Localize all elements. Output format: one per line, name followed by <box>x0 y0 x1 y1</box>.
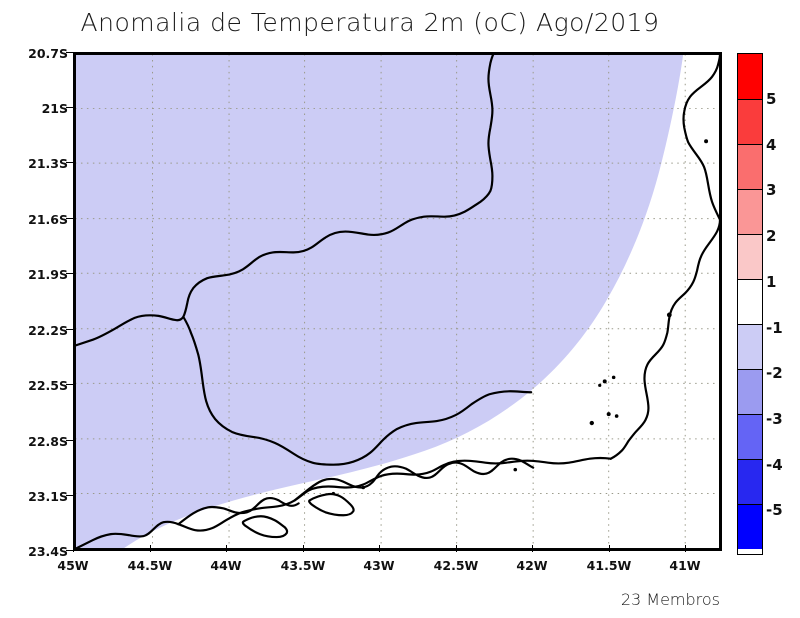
colorbar-band-ltneg5 <box>738 504 762 549</box>
island-ilha-grande <box>241 515 289 539</box>
members-caption: 23 Membros <box>620 590 720 609</box>
colorbar-label-neg1: -1 <box>766 319 783 337</box>
x-axis-tickmark-3 <box>303 545 304 552</box>
y-axis-tickmark-0 <box>66 52 73 53</box>
colorbar-band-gt5 <box>738 54 762 99</box>
map-plot-area <box>73 52 722 551</box>
x-axis-tickmark-7 <box>609 545 610 552</box>
y-axis-tick-9: 23.4S <box>28 544 68 559</box>
x-axis-tick-8: 41W <box>669 558 701 573</box>
colorbar-band-2-3 <box>738 189 762 234</box>
x-axis-tickmark-6 <box>532 545 533 552</box>
x-axis-tick-3: 43.5W <box>280 558 326 573</box>
offshore-islands <box>331 139 709 496</box>
y-axis-tick-4: 21.9S <box>28 267 68 282</box>
y-axis-tick-2: 21.3S <box>28 156 68 171</box>
y-axis-tickmark-2 <box>66 162 73 163</box>
state-boundary-line <box>75 54 495 347</box>
colorbar-label-neg3: -3 <box>766 410 783 428</box>
colorbar-band-4-5 <box>738 99 762 144</box>
y-axis-tickmark-5 <box>66 329 73 330</box>
y-axis-tickmark-6 <box>66 384 73 385</box>
colorbar <box>737 53 763 555</box>
y-axis-tick-1: 21S <box>41 101 68 116</box>
colorbar-band-neg3-neg2 <box>738 369 762 414</box>
anomaly-shading-negative-band <box>75 54 684 549</box>
x-axis-tick-2: 44W <box>210 558 242 573</box>
colorbar-label-5: 5 <box>766 90 777 108</box>
y-axis-tick-3: 21.6S <box>28 212 68 227</box>
x-axis-tick-6: 42W <box>516 558 548 573</box>
y-axis-tickmark-1 <box>66 107 73 108</box>
x-axis-tick-1: 44.5W <box>127 558 173 573</box>
colorbar-band-neg5-neg4 <box>738 459 762 504</box>
coastline-northeast <box>682 54 720 221</box>
x-axis-tick-5: 42.5W <box>433 558 479 573</box>
y-axis-tickmark-8 <box>66 495 73 496</box>
y-axis-tickmark-4 <box>66 273 73 274</box>
map-graphic <box>75 54 720 549</box>
coastline-main <box>75 456 612 549</box>
x-axis-tickmark-2 <box>226 545 227 552</box>
y-axis-tick-5: 22.2S <box>28 323 68 338</box>
x-axis-tickmark-8 <box>685 545 686 552</box>
grid-horizontal <box>75 108 720 549</box>
x-axis-tick-7: 41.5W <box>586 558 632 573</box>
y-axis-tick-8: 23.1S <box>28 489 68 504</box>
x-axis-tick-4: 43W <box>363 558 395 573</box>
coastline-cabo-frio <box>609 218 720 460</box>
y-axis-tick-7: 22.8S <box>28 434 68 449</box>
y-axis-tickmark-7 <box>66 440 73 441</box>
colorbar-label-2: 2 <box>766 227 777 245</box>
colorbar-label-neg5: -5 <box>766 501 783 519</box>
state-boundary-west-branch <box>182 315 533 466</box>
y-axis-tickmark-9 <box>66 550 73 551</box>
colorbar-band-neg2-neg1 <box>738 324 762 369</box>
coastline-guanabara-bay <box>293 457 535 502</box>
page-title: Anomalia de Temperatura 2m (oC) Ago/2019 <box>80 8 660 37</box>
y-axis-tickmark-3 <box>66 218 73 219</box>
y-axis-tick-0: 20.7S <box>28 46 68 61</box>
colorbar-label-neg2: -2 <box>766 364 783 382</box>
colorbar-band-neg1-1 <box>738 279 762 324</box>
colorbar-band-3-4 <box>738 144 762 189</box>
colorbar-label-1: 1 <box>766 273 777 291</box>
x-axis-tickmark-1 <box>150 545 151 552</box>
x-axis-tickmark-0 <box>73 545 74 552</box>
colorbar-label-4: 4 <box>766 136 777 154</box>
x-axis-tickmark-5 <box>456 545 457 552</box>
colorbar-label-neg4: -4 <box>766 456 783 474</box>
colorbar-band-1-2 <box>738 234 762 279</box>
colorbar-band-neg4-neg3 <box>738 414 762 459</box>
x-axis-tickmark-4 <box>379 545 380 552</box>
y-axis-tick-6: 22.5S <box>28 378 68 393</box>
x-axis-tick-0: 45W <box>57 558 89 573</box>
coastline-sepetiba-ilha-grande <box>177 496 300 526</box>
island-marambaia <box>308 492 355 517</box>
map-frame-border <box>75 54 720 549</box>
colorbar-label-3: 3 <box>766 181 777 199</box>
